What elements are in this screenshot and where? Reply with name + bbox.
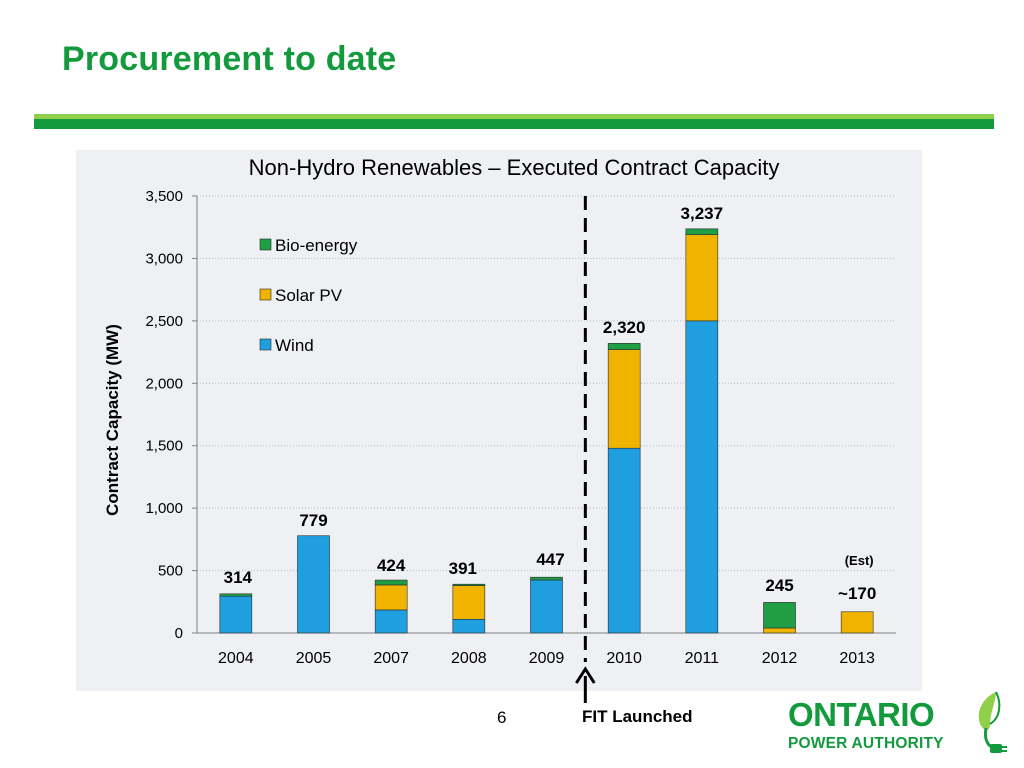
- y-tick-label: 1,500: [145, 438, 183, 455]
- y-tick-label: 0: [175, 625, 183, 642]
- fit-launched-label: FIT Launched: [582, 707, 693, 726]
- bar-solar-pv-2007: [374, 584, 408, 611]
- y-tick-label: 3,000: [145, 250, 183, 267]
- fit-arrow-head: [575, 666, 596, 684]
- x-tick-label: 2004: [218, 650, 254, 667]
- bar-wind-2007: [374, 609, 408, 634]
- bar-wind-2011: [685, 320, 719, 634]
- x-tick-label: 2007: [373, 650, 409, 667]
- bar-bio-energy-2007: [374, 579, 408, 586]
- y-tick-label: 2,500: [145, 313, 183, 330]
- bar-solar-pv-2008: [452, 585, 486, 620]
- total-label-2013: ~170: [838, 584, 876, 603]
- y-tick-label: 1,000: [145, 500, 183, 517]
- header-rule-light: [34, 114, 994, 119]
- total-label-2009: 447: [536, 550, 564, 569]
- bar-bio-energy-2008: [452, 583, 486, 586]
- estimate-annotation: (Est): [845, 553, 874, 568]
- logo-wordmark: ONTARIO: [788, 696, 935, 733]
- bar-solar-pv-2010: [607, 349, 641, 449]
- x-tick-label: 2005: [296, 650, 332, 667]
- logo-subtitle: POWER AUTHORITY: [788, 735, 944, 752]
- bar-wind-2008: [452, 618, 486, 634]
- bar-solar-pv-2013: [840, 611, 874, 634]
- legend-swatch-wind: [259, 338, 272, 351]
- total-label-2008: 391: [449, 559, 477, 578]
- legend-label-wind: Wind: [275, 336, 314, 355]
- total-label-2010: 2,320: [603, 318, 646, 337]
- bar-wind-2005: [297, 535, 330, 634]
- x-tick-label: 2012: [762, 650, 798, 667]
- x-tick-label: 2011: [685, 650, 720, 667]
- total-label-2005: 779: [299, 511, 327, 530]
- total-label-2004: 314: [224, 568, 253, 587]
- bar-bio-energy-2010: [607, 343, 641, 350]
- bar-wind-2004: [219, 595, 253, 634]
- legend-label-solar-pv: Solar PV: [275, 286, 343, 305]
- bar-bio-energy-2012: [763, 602, 796, 629]
- page-number: 6: [497, 708, 507, 727]
- chart-panel: [76, 150, 922, 691]
- y-tick-label: 2,000: [145, 375, 183, 392]
- y-tick-label: 500: [158, 563, 183, 580]
- header-rule-dark: [34, 119, 994, 129]
- y-axis-label: Contract Capacity (MW): [103, 324, 122, 516]
- total-label-2011: 3,237: [681, 204, 724, 223]
- legend-swatch-solar-pv: [259, 288, 272, 301]
- ontario-power-authority-logo: ONTARIO POWER AUTHORITY: [780, 688, 1012, 760]
- bar-bio-energy-2004: [219, 593, 253, 597]
- bar-wind-2009: [530, 579, 563, 634]
- legend-label-bio-energy: Bio-energy: [275, 236, 358, 255]
- total-label-2012: 245: [765, 576, 793, 595]
- bar-solar-pv-2012: [763, 627, 796, 634]
- slide-title: Procurement to date: [62, 40, 397, 78]
- bar-bio-energy-2009: [530, 576, 563, 581]
- y-tick-label: 3,500: [145, 188, 183, 205]
- x-tick-label: 2010: [606, 650, 642, 667]
- plug-leaf-icon: [978, 691, 1007, 753]
- legend-swatch-bio-energy: [259, 238, 272, 251]
- bar-bio-energy-2011: [685, 228, 719, 236]
- x-tick-label: 2008: [451, 650, 487, 667]
- chart-title: Non-Hydro Renewables – Executed Contract…: [249, 155, 780, 180]
- bar-wind-2010: [607, 447, 641, 634]
- bar-solar-pv-2011: [685, 234, 719, 322]
- x-tick-label: 2009: [529, 650, 565, 667]
- total-label-2007: 424: [377, 556, 406, 575]
- x-tick-label: 2013: [839, 650, 875, 667]
